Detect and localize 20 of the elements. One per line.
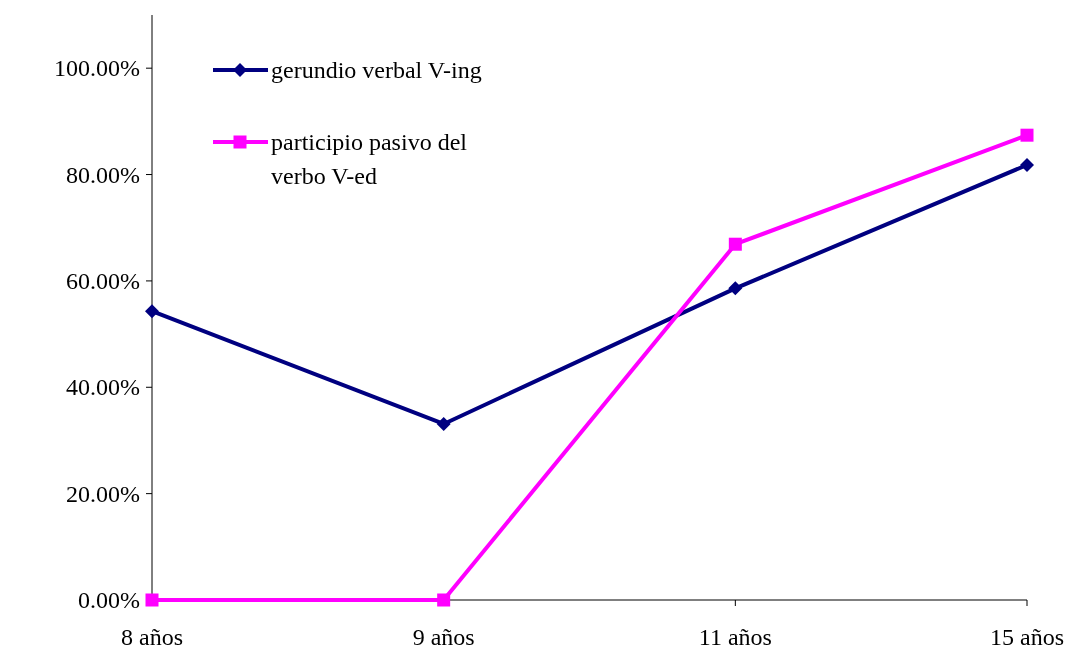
- point: [436, 416, 451, 431]
- legend-label: gerundio verbal V-ing: [271, 57, 482, 83]
- x-tick-label: 8 años: [121, 624, 183, 650]
- y-tick-label: 80.00%: [66, 161, 140, 188]
- point: [145, 304, 159, 319]
- point: [728, 237, 742, 251]
- y-tick-label: 20.00%: [66, 480, 140, 507]
- point: [437, 593, 451, 607]
- y-tick-label: 40.00%: [66, 374, 140, 401]
- point: [728, 281, 743, 296]
- x-tick-label: 15 años: [990, 624, 1064, 650]
- x-tick-label: 9 años: [412, 624, 475, 650]
- legend-label: participio pasivo del verbo V-ed: [271, 129, 468, 189]
- y-tick-label: 0.00%: [78, 587, 140, 613]
- point: [145, 593, 159, 607]
- y-tick-label: 100.00%: [54, 55, 140, 82]
- point: [1020, 128, 1034, 142]
- y-tick-label: 60.00%: [66, 267, 140, 294]
- point: [1020, 157, 1034, 172]
- x-tick-label: 11 años: [698, 624, 772, 650]
